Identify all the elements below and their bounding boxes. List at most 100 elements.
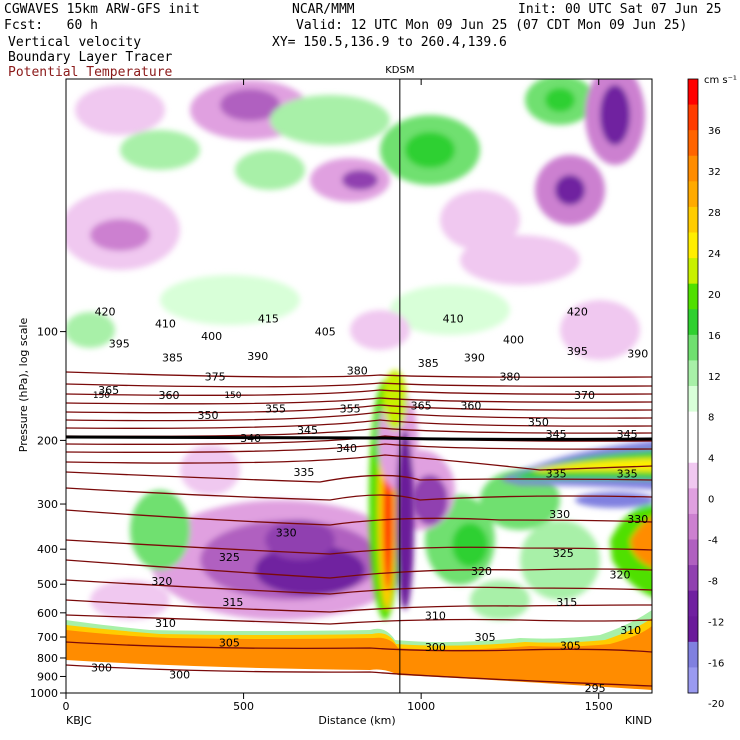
bl-tracer-label: 150 — [93, 391, 110, 401]
theta-label: 350 — [198, 409, 219, 422]
colorbar-swatch — [688, 130, 698, 157]
colorbar-tick-label: -12 — [708, 617, 724, 628]
theta-label: 365 — [411, 399, 432, 412]
theta-label: 390 — [627, 348, 648, 361]
theta-label: 320 — [151, 575, 172, 588]
colorbar-tick-label: 16 — [708, 331, 721, 342]
colorbar-swatch — [688, 667, 698, 694]
theta-label: 325 — [219, 551, 240, 564]
xy-range: XY= 150.5,136.9 to 260.4,139.6 — [272, 35, 507, 50]
theta-label: 360 — [158, 389, 179, 402]
theta-label: 350 — [528, 416, 549, 429]
x-tick-label: 1000 — [407, 700, 435, 713]
colorbar-tick-label: -4 — [708, 536, 718, 547]
colorbar-tick-label: 0 — [708, 495, 714, 506]
colorbar-swatch — [688, 616, 698, 643]
theta-label: 390 — [247, 350, 268, 363]
field-vertical-velocity: Vertical velocity — [8, 35, 142, 50]
theta-label: 335 — [293, 466, 314, 479]
colorbar-swatch — [688, 104, 698, 131]
theta-label: 415 — [258, 313, 279, 326]
x-end-label: KIND — [625, 714, 652, 727]
theta-label: 395 — [567, 345, 588, 358]
x-axis-label: Distance (km) — [318, 714, 395, 727]
colorbar-tick-label: -8 — [708, 576, 718, 587]
theta-label: 300 — [91, 661, 112, 674]
theta-label: 420 — [95, 306, 116, 319]
theta-label: 420 — [567, 306, 588, 319]
colorbar-tick-label: 24 — [708, 249, 721, 260]
colorbar-swatch — [688, 309, 698, 336]
theta-label: 405 — [315, 326, 336, 339]
theta-label: 395 — [109, 338, 130, 351]
x-tick-label: 0 — [63, 700, 70, 713]
colorbar-swatch — [688, 437, 698, 464]
theta-label: 375 — [205, 370, 226, 383]
theta-label: 330 — [276, 527, 297, 540]
colorbar-tick-label: 32 — [708, 167, 721, 178]
y-tick-label: 1000 — [30, 687, 58, 700]
theta-label: 320 — [610, 568, 631, 581]
theta-label: 385 — [162, 352, 183, 365]
y-tick-label: 300 — [37, 498, 58, 511]
theta-label: 310 — [425, 609, 446, 622]
colorbar-swatch — [688, 539, 698, 566]
model-title: CGWAVES 15km ARW-GFS init — [4, 2, 200, 17]
colorbar-tick-label: -16 — [708, 658, 724, 669]
y-axis-label: Pressure (hPa), log scale — [17, 318, 30, 453]
forecast-hour: Fcst: 60 h — [4, 18, 98, 33]
bl-tracer-label: 150 — [224, 391, 241, 401]
theta-label: 410 — [155, 318, 176, 331]
colorbar-tick-label: 4 — [708, 454, 714, 465]
theta-label: 380 — [347, 364, 368, 377]
y-tick-label: 700 — [37, 631, 58, 644]
bl-tracer-line — [66, 435, 652, 441]
theta-label: 380 — [499, 370, 520, 383]
y-tick-label: 600 — [37, 607, 58, 620]
theta-label: 410 — [443, 313, 464, 326]
y-tick-label: 200 — [37, 434, 58, 447]
field-potential-temperature: Potential Temperature — [8, 65, 173, 80]
theta-label: 400 — [503, 333, 524, 346]
colorbar-swatch — [688, 565, 698, 592]
colorbar-swatch — [688, 386, 698, 413]
y-tick-label: 400 — [37, 543, 58, 556]
theta-label: 315 — [222, 596, 243, 609]
theta-label: 325 — [553, 547, 574, 560]
y-tick-label: 800 — [37, 652, 58, 665]
x-tick-label: 500 — [233, 700, 254, 713]
theta-label: 330 — [627, 513, 648, 526]
plot-frame — [65, 78, 653, 694]
field-boundary-layer-tracer: Boundary Layer Tracer — [8, 50, 173, 65]
x-start-label: KBJC — [66, 714, 92, 727]
theta-label: 340 — [336, 442, 357, 455]
colorbar-tick-label: 36 — [708, 126, 721, 137]
theta-label: 305 — [560, 640, 581, 653]
theta-label: 370 — [574, 389, 595, 402]
y-tick-label: 900 — [37, 670, 58, 683]
colorbar-tick-label: -20 — [708, 699, 724, 710]
theta-label: 300 — [169, 669, 190, 682]
valid-time: Valid: 12 UTC Mon 09 Jun 25 (07 CDT Mon … — [296, 18, 688, 33]
colorbar-tick-label: 20 — [708, 290, 721, 301]
y-tick-label: 500 — [37, 578, 58, 591]
y-tick-label: 100 — [37, 326, 58, 339]
colorbar-swatch — [688, 488, 698, 515]
theta-label: 345 — [297, 424, 318, 437]
colorbar-tick-label: 28 — [708, 208, 721, 219]
colorbar-swatch — [688, 155, 698, 182]
theta-label: 360 — [460, 399, 481, 412]
colorbar-swatch — [688, 334, 698, 361]
colorbar-swatch — [688, 590, 698, 617]
theta-label: 310 — [620, 624, 641, 637]
colorbar-units: cm s⁻¹ — [704, 75, 737, 86]
colorbar-swatch — [688, 641, 698, 668]
colorbar-tick-label: 8 — [708, 413, 714, 424]
theta-label: 305 — [475, 631, 496, 644]
org-label: NCAR/MMM — [292, 2, 355, 17]
theta-label: 365 — [98, 384, 119, 397]
theta-label: 310 — [155, 617, 176, 630]
theta-label: 355 — [265, 402, 286, 415]
colorbar-tick-label: 12 — [708, 372, 721, 383]
